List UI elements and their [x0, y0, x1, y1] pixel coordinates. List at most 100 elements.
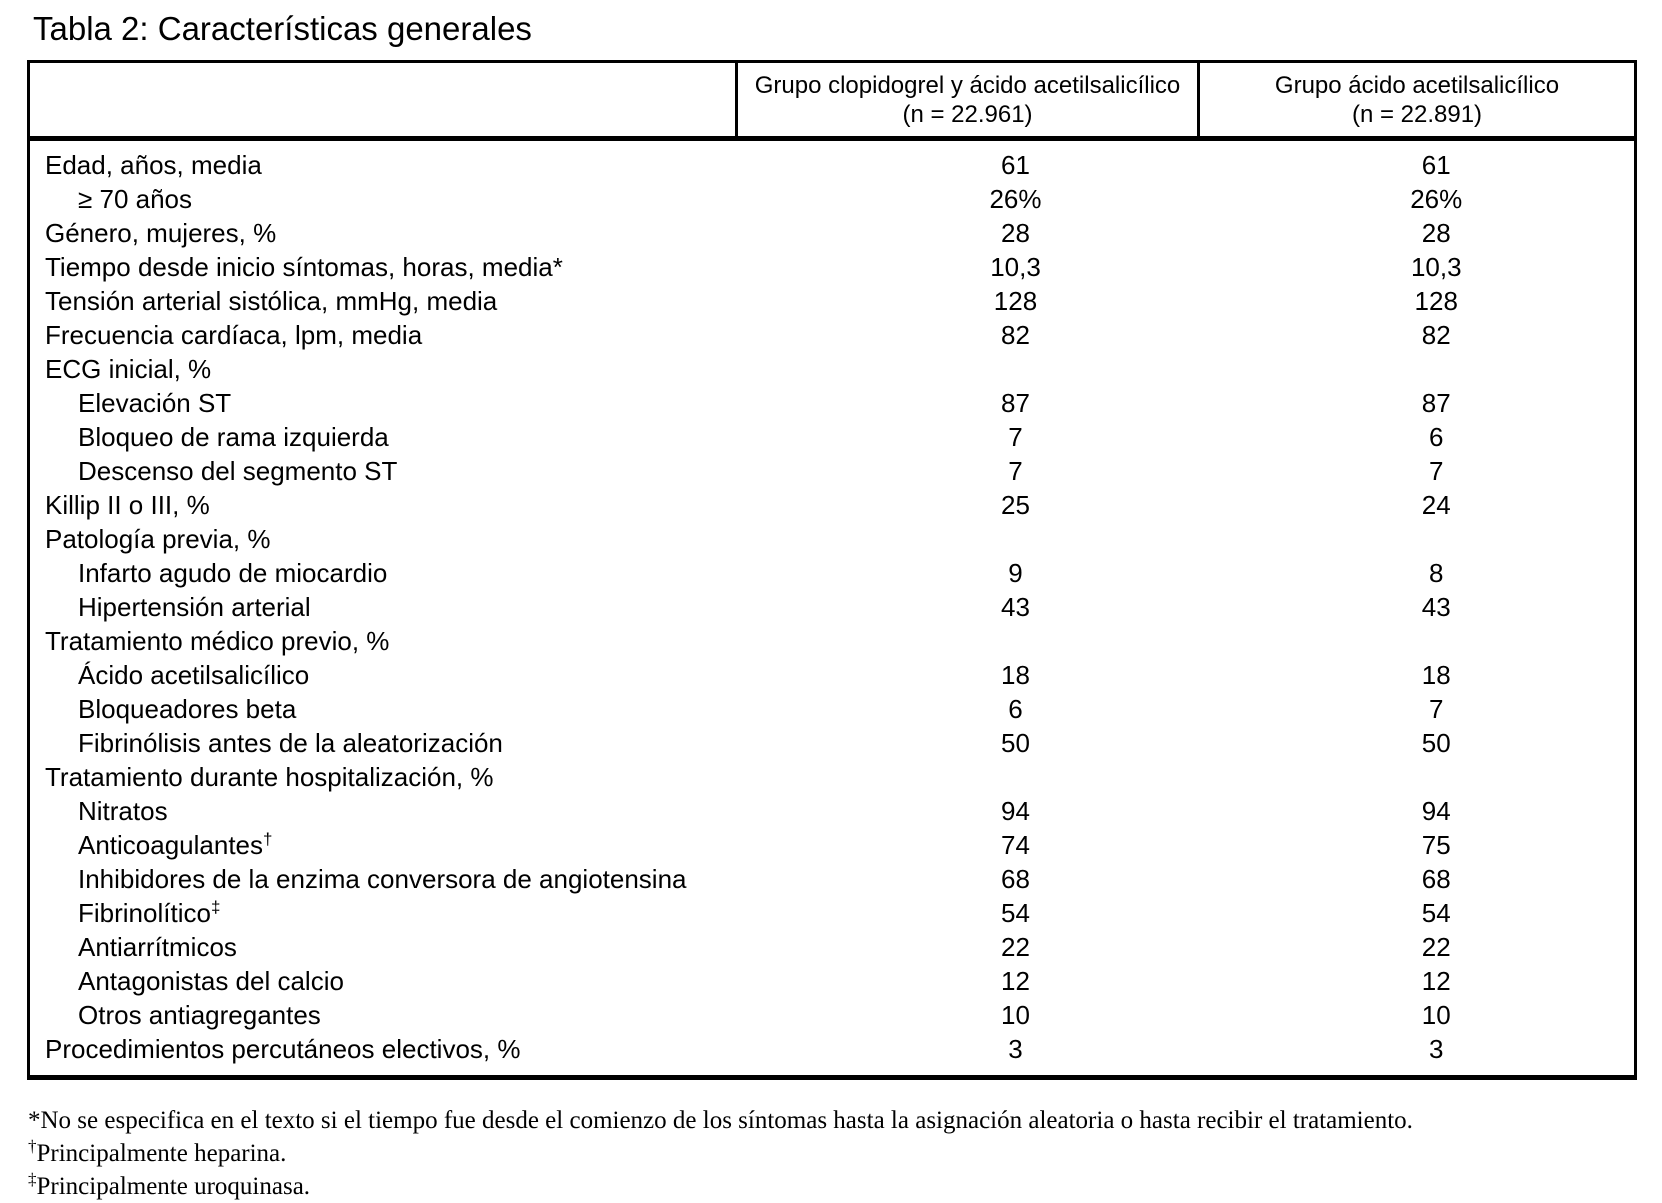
row-label: Elevación ST — [78, 388, 232, 418]
table-row: Procedimientos percutáneos electivos, % 3… — [29, 1032, 1636, 1078]
footnote-dagger: †Principalmente heparina. — [28, 1137, 1635, 1170]
value-aas-group: 75 — [1421, 830, 1451, 860]
row-label-superscript: † — [263, 829, 273, 849]
value-clopidogrel-group: 54 — [1001, 898, 1030, 928]
row-label: Patología previa, % — [45, 524, 271, 554]
value-aas-group: 43 — [1421, 592, 1451, 622]
value-aas-group: 12 — [1421, 966, 1451, 996]
table-row: Género, mujeres, % 28 28 — [29, 216, 1636, 250]
table-row: Tensión arterial sistólica, mmHg, media 1… — [29, 284, 1636, 318]
row-label-superscript: ‡ — [210, 897, 221, 917]
row-label: Anticoagulantes† — [78, 829, 273, 860]
characteristics-table: Grupo clopidogrel y ácido acetilsalicíli… — [27, 60, 1637, 1080]
table-row: Bloqueo de rama izquierda 7 6 — [29, 420, 1636, 454]
value-clopidogrel-group: 18 — [1001, 660, 1030, 690]
row-label: Infarto agudo de miocardio — [78, 558, 388, 588]
row-label: Ácido acetilsalicílico — [78, 660, 310, 690]
row-label: Tensión arterial sistólica, mmHg, media — [45, 286, 498, 316]
table-row: Patología previa, % — [29, 522, 1636, 556]
row-label: Otros antiagregantes — [78, 1000, 321, 1030]
value-clopidogrel-group: 26% — [989, 184, 1042, 214]
header-group-clopidogrel: Grupo clopidogrel y ácido acetilsalicíli… — [735, 61, 1199, 141]
value-aas-group: 10,3 — [1410, 252, 1462, 282]
row-label: Antiarrítmicos — [78, 932, 237, 962]
header-group-clopidogrel-name: Grupo clopidogrel y ácido acetilsalicíli… — [754, 71, 1181, 99]
value-aas-group: 82 — [1421, 320, 1451, 350]
value-clopidogrel-group: 9 — [1008, 558, 1023, 588]
value-aas-group: 3 — [1429, 1034, 1444, 1064]
table-body: Edad, años, media 61 61 ≥ 70 años 26% 26% Géne… — [29, 139, 1636, 1078]
row-label: Killip II o III, % — [45, 490, 210, 520]
table-row: Antagonistas del calcio 12 12 — [29, 964, 1636, 998]
table-row: Infarto agudo de miocardio 9 8 — [29, 556, 1636, 590]
header-row: Grupo clopidogrel y ácido acetilsalicíli… — [28, 61, 1636, 141]
value-aas-group: 10 — [1421, 1000, 1451, 1030]
footnote-double-dagger-text: Principalmente uroquinasa. — [36, 1173, 311, 1200]
value-clopidogrel-group: 74 — [1001, 830, 1030, 860]
value-aas-group: 8 — [1429, 558, 1444, 588]
value-aas-group: 128 — [1414, 286, 1458, 316]
value-aas-group: 28 — [1421, 218, 1451, 248]
footnote-double-dagger-marker: ‡ — [28, 1169, 37, 1189]
value-clopidogrel-group: 128 — [993, 286, 1038, 316]
table-row: Fibrinolítico‡ 54 54 — [29, 896, 1636, 930]
table-row: Edad, años, media 61 61 — [29, 139, 1636, 183]
value-aas-group: 18 — [1421, 660, 1451, 690]
footnotes: *No se especifica en el texto si el tiem… — [28, 1104, 1635, 1203]
value-clopidogrel-group — [737, 624, 1199, 658]
table-row: ECG inicial, % — [29, 352, 1636, 386]
row-label: Inhibidores de la enzima conversora de a… — [78, 864, 687, 894]
row-label: ECG inicial, % — [45, 354, 212, 384]
row-label: Hipertensión arterial — [78, 592, 311, 622]
value-clopidogrel-group: 82 — [1001, 320, 1030, 350]
value-clopidogrel-group — [737, 760, 1199, 794]
value-clopidogrel-group: 12 — [1001, 966, 1030, 996]
value-clopidogrel-group: 3 — [1008, 1034, 1023, 1064]
value-aas-group: 50 — [1421, 728, 1451, 758]
value-aas-group: 61 — [1421, 150, 1451, 180]
row-label: Tiempo desde inicio síntomas, horas, med… — [45, 252, 563, 282]
table-row: Bloqueadores beta 6 7 — [29, 692, 1636, 726]
table-row: Otros antiagregantes 10 10 — [29, 998, 1636, 1032]
footnote-asterisk: *No se especifica en el texto si el tiem… — [28, 1104, 1635, 1137]
table-row: Descenso del segmento ST 7 7 — [29, 454, 1636, 488]
row-label: Tratamiento durante hospitalización, % — [45, 762, 494, 792]
value-clopidogrel-group — [737, 522, 1199, 556]
row-label: Frecuencia cardíaca, lpm, media — [45, 320, 423, 350]
footnote-dagger-marker: † — [28, 1136, 37, 1156]
value-aas-group: 68 — [1421, 864, 1451, 894]
row-label: Fibrinolítico‡ — [78, 897, 221, 928]
row-label: Descenso del segmento ST — [78, 456, 398, 486]
row-label: Fibrinólisis antes de la aleatorización — [78, 728, 503, 758]
table-row: Tiempo desde inicio síntomas, horas, med… — [29, 250, 1636, 284]
header-group-aas: Grupo ácido acetilsalicílico (n = 22.891… — [1197, 61, 1636, 141]
value-aas-group — [1199, 352, 1636, 386]
header-group-aas-n: (n = 22.891) — [1351, 100, 1483, 128]
footnote-double-dagger: ‡Principalmente uroquinasa. — [28, 1170, 1635, 1203]
footnote-asterisk-text: No se especifica en el texto si el tiemp… — [40, 1107, 1413, 1134]
row-label: Bloqueo de rama izquierda — [78, 422, 389, 452]
value-clopidogrel-group: 6 — [1008, 694, 1023, 724]
table-row: Antiarrítmicos 22 22 — [29, 930, 1636, 964]
row-label: ≥ 70 años — [78, 184, 193, 214]
table-row: Hipertensión arterial 43 43 — [29, 590, 1636, 624]
value-clopidogrel-group: 22 — [1001, 932, 1030, 962]
table-row: Inhibidores de la enzima conversora de a… — [29, 862, 1636, 896]
row-label: Antagonistas del calcio — [78, 966, 344, 996]
table-row: Anticoagulantes† 74 75 — [29, 828, 1636, 862]
table-header: Grupo clopidogrel y ácido acetilsalicíli… — [28, 61, 1636, 141]
table-row: Killip II o III, % 25 24 — [29, 488, 1636, 522]
value-aas-group: 22 — [1421, 932, 1451, 962]
value-clopidogrel-group: 87 — [1001, 388, 1030, 418]
header-group-clopidogrel-n: (n = 22.961) — [902, 100, 1033, 128]
value-clopidogrel-group — [737, 352, 1199, 386]
value-clopidogrel-group: 28 — [1001, 218, 1030, 248]
row-label: Procedimientos percutáneos electivos, % — [45, 1034, 521, 1064]
table-row: Fibrinólisis antes de la aleatorización 5… — [29, 726, 1636, 760]
value-clopidogrel-group: 68 — [1001, 864, 1030, 894]
row-label: Género, mujeres, % — [45, 218, 277, 248]
row-label: Edad, años, media — [45, 150, 262, 180]
value-clopidogrel-group: 94 — [1001, 796, 1030, 826]
table-row: Frecuencia cardíaca, lpm, media 82 82 — [29, 318, 1636, 352]
table-title: Tabla 2: Características generales — [33, 10, 532, 47]
